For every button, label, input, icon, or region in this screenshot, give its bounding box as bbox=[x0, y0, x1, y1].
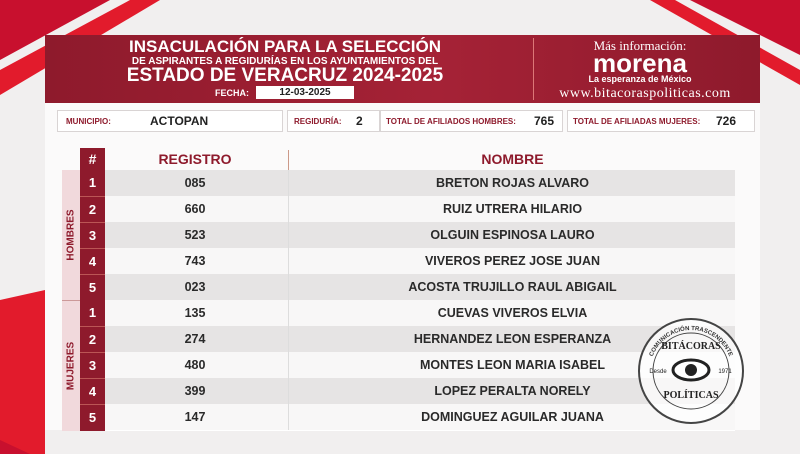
info-box: REGIDURÍA: 2 bbox=[287, 110, 380, 132]
registro: 743 bbox=[184, 254, 206, 268]
table-row: 023 ACOSTA TRUJILLO RAUL ABIGAIL bbox=[105, 274, 735, 301]
table-row: 660 RUIZ UTRERA HILARIO bbox=[105, 196, 735, 223]
nombre: DOMINGUEZ AGUILAR JUANA bbox=[421, 410, 604, 424]
title-line: DE ASPIRANTES A REGIDURÍAS EN LOS AYUNTA… bbox=[131, 56, 439, 67]
info-label: REGIDURÍA: bbox=[294, 117, 342, 126]
column-header: # bbox=[88, 151, 97, 167]
watermark-pupil bbox=[685, 364, 697, 376]
registro: 023 bbox=[184, 280, 206, 294]
watermark-name: BITÁCORAS bbox=[661, 340, 721, 352]
registro: 399 bbox=[184, 384, 206, 398]
column-header: REGISTRO bbox=[158, 151, 232, 167]
nombre: MONTES LEON MARIA ISABEL bbox=[420, 358, 605, 372]
watermark-name: POLÍTICAS bbox=[663, 389, 718, 401]
info-value: ACTOPAN bbox=[150, 114, 209, 128]
nombre: BRETON ROJAS ALVARO bbox=[435, 176, 590, 190]
header-band bbox=[45, 35, 760, 103]
row-number: 5 bbox=[80, 404, 105, 431]
registro: 660 bbox=[184, 202, 206, 216]
corner-stripe bbox=[690, 0, 800, 55]
nombre: LOPEZ PERALTA NORELY bbox=[434, 384, 591, 398]
column-header: NOMBRE bbox=[481, 151, 544, 167]
nombre: VIVEROS PEREZ JOSE JUAN bbox=[424, 254, 601, 268]
registro: 274 bbox=[184, 332, 206, 346]
table-row: 743 VIVEROS PEREZ JOSE JUAN bbox=[105, 248, 735, 275]
row-number: 2 bbox=[80, 196, 105, 223]
date-label: FECHA: bbox=[215, 88, 249, 98]
info-value: 2 bbox=[356, 114, 363, 128]
table-row: 135 CUEVAS VIVEROS ELVIA bbox=[105, 300, 735, 327]
row-number: 3 bbox=[80, 222, 105, 249]
row-number: 4 bbox=[80, 378, 105, 405]
registro: 147 bbox=[184, 410, 206, 424]
table-row: 147 DOMINGUEZ AGUILAR JUANA bbox=[105, 404, 735, 431]
group-label: HOMBRES bbox=[65, 209, 77, 261]
row-number: 2 bbox=[80, 326, 105, 353]
column-divider bbox=[288, 170, 289, 430]
watermark-since: Desde bbox=[649, 369, 667, 375]
watermark-year: 1971 bbox=[718, 369, 732, 375]
row-number: 1 bbox=[80, 170, 105, 196]
nombre: CUEVAS VIVEROS ELVIA bbox=[437, 306, 588, 320]
row-number: 4 bbox=[80, 248, 105, 275]
more-info: Más información: bbox=[593, 38, 687, 53]
group-label: MUJERES bbox=[65, 341, 77, 391]
registro: 135 bbox=[184, 306, 206, 320]
info-label: TOTAL DE AFILIADAS MUJERES: bbox=[573, 117, 701, 126]
group-cell: MUJERES bbox=[62, 300, 80, 431]
corner-stripe bbox=[0, 0, 110, 60]
info-box: TOTAL DE AFILIADOS HOMBRES: 765 bbox=[380, 110, 563, 132]
header-divider bbox=[288, 150, 289, 170]
nombre: RUIZ UTRERA HILARIO bbox=[442, 202, 583, 216]
date: 12-03-2025 bbox=[256, 86, 354, 99]
nombre: ACOSTA TRUJILLO RAUL ABIGAIL bbox=[408, 280, 617, 294]
watermark-ring bbox=[652, 332, 730, 410]
registro: 480 bbox=[184, 358, 206, 372]
info-value: 726 bbox=[716, 114, 737, 128]
group-cell: HOMBRES bbox=[62, 170, 80, 300]
table-row: 523 OLGUIN ESPINOSA LAURO bbox=[105, 222, 735, 249]
table-row: 274 HERNANDEZ LEON ESPERANZA bbox=[105, 326, 735, 353]
info-box: TOTAL DE AFILIADAS MUJERES: 726 bbox=[567, 110, 755, 132]
website: www.bitacoraspoliticas.com bbox=[559, 86, 731, 101]
party: morena bbox=[593, 48, 687, 78]
row-number: 3 bbox=[80, 352, 105, 379]
info-value: 765 bbox=[534, 114, 555, 128]
title-line: INSACULACIÓN PARA LA SELECCIÓN bbox=[129, 37, 441, 56]
info-label: TOTAL DE AFILIADOS HOMBRES: bbox=[386, 117, 516, 126]
registro: 523 bbox=[184, 228, 206, 242]
corner-stripe bbox=[0, 440, 30, 454]
corner-stripe bbox=[0, 290, 45, 454]
nombre: HERNANDEZ LEON ESPERANZA bbox=[413, 332, 612, 346]
registro: 085 bbox=[184, 176, 206, 190]
info-box: MUNICIPIO: ACTOPAN bbox=[57, 110, 283, 132]
row-number: 5 bbox=[80, 274, 105, 301]
divider bbox=[533, 38, 534, 100]
table-row: 399 LOPEZ PERALTA NORELY bbox=[105, 378, 735, 405]
title-line: ESTADO DE VERACRUZ 2024-2025 bbox=[126, 65, 444, 86]
info-label: MUNICIPIO: bbox=[66, 117, 111, 126]
row-number: 1 bbox=[80, 300, 105, 326]
nombre: OLGUIN ESPINOSA LAURO bbox=[430, 228, 595, 242]
watermark: COMUNICACIÓN TRASCENDENTE BITÁCORAS Desd… bbox=[638, 318, 744, 424]
table-row: 085 BRETON ROJAS ALVARO bbox=[105, 170, 735, 197]
tagline: La esperanza de México bbox=[588, 74, 692, 84]
header-cell-bg bbox=[80, 148, 105, 170]
